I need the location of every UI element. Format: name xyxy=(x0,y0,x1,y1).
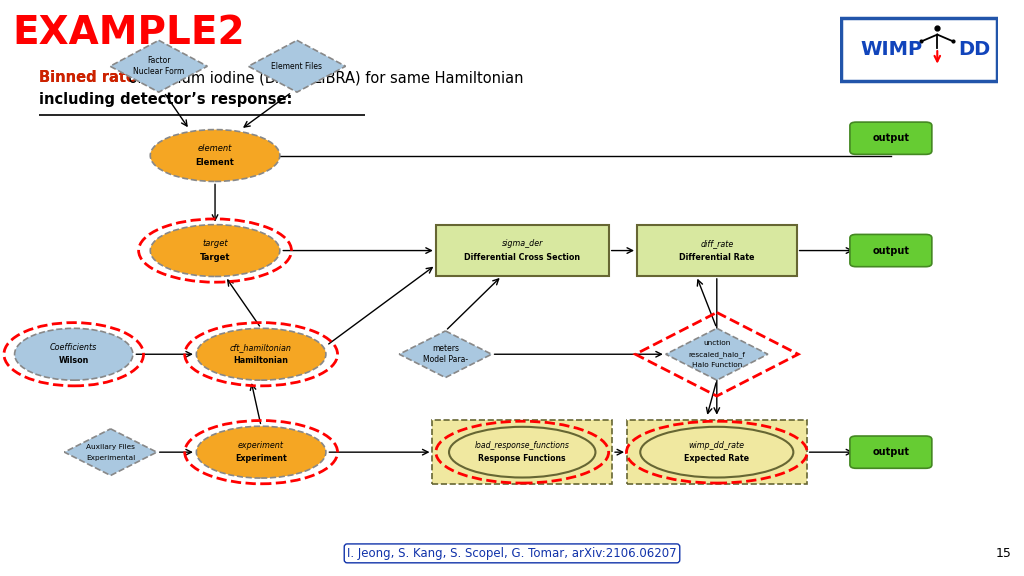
Polygon shape xyxy=(399,331,492,378)
Text: Element: Element xyxy=(196,158,234,166)
Text: including detector’s response:: including detector’s response: xyxy=(39,92,292,107)
Text: Nuclear Form: Nuclear Form xyxy=(133,67,184,76)
Text: Differential Rate: Differential Rate xyxy=(679,253,755,262)
Text: Factor: Factor xyxy=(147,56,170,65)
Text: diff_rate: diff_rate xyxy=(700,240,733,248)
Text: Experiment: Experiment xyxy=(236,454,287,463)
Text: cft_hamiltonian: cft_hamiltonian xyxy=(230,343,292,352)
Text: Halo Function: Halo Function xyxy=(691,362,742,368)
Ellipse shape xyxy=(197,328,326,380)
Text: EXAMPLE2: EXAMPLE2 xyxy=(12,14,245,52)
Text: wimp_dd_rate: wimp_dd_rate xyxy=(689,441,744,450)
FancyBboxPatch shape xyxy=(637,225,797,276)
Text: Binned rate: Binned rate xyxy=(39,70,136,85)
Text: Auxilary Files: Auxilary Files xyxy=(86,444,135,450)
Text: Response Functions: Response Functions xyxy=(478,454,566,463)
FancyBboxPatch shape xyxy=(850,234,932,267)
Text: rescaled_halo_f: rescaled_halo_f xyxy=(688,351,745,358)
FancyBboxPatch shape xyxy=(627,420,807,484)
Ellipse shape xyxy=(640,427,794,478)
FancyBboxPatch shape xyxy=(432,420,612,484)
Text: Element Files: Element Files xyxy=(271,62,323,71)
Text: Binned rate: Binned rate xyxy=(39,70,136,85)
Ellipse shape xyxy=(151,130,280,181)
Text: experiment: experiment xyxy=(239,441,284,450)
FancyBboxPatch shape xyxy=(850,122,932,154)
Text: DD: DD xyxy=(958,40,991,59)
Text: unction: unction xyxy=(703,340,730,346)
Text: Coefficients: Coefficients xyxy=(50,343,97,352)
Text: output: output xyxy=(872,447,909,457)
Text: Model Para-: Model Para- xyxy=(423,355,468,364)
Polygon shape xyxy=(248,40,345,92)
Text: meters: meters xyxy=(432,344,459,353)
Polygon shape xyxy=(111,40,207,92)
Text: 15: 15 xyxy=(995,547,1012,560)
Text: Expected Rate: Expected Rate xyxy=(684,454,750,463)
Text: target: target xyxy=(202,240,228,248)
Text: Target: Target xyxy=(200,253,230,262)
Text: I. Jeong, S. Kang, S. Scopel, G. Tomar, arXiv:2106.06207: I. Jeong, S. Kang, S. Scopel, G. Tomar, … xyxy=(347,547,677,560)
FancyBboxPatch shape xyxy=(436,225,608,276)
Text: sigma_der: sigma_der xyxy=(502,240,543,248)
Ellipse shape xyxy=(449,427,596,478)
Text: Differential Cross Section: Differential Cross Section xyxy=(464,253,581,262)
Text: Wilson: Wilson xyxy=(58,357,89,365)
Text: on sodium iodine (DAMA-LIBRA) for same Hamiltonian: on sodium iodine (DAMA-LIBRA) for same H… xyxy=(124,70,523,85)
Text: Hamiltonian: Hamiltonian xyxy=(233,357,289,365)
Text: load_response_functions: load_response_functions xyxy=(475,441,569,450)
Ellipse shape xyxy=(14,328,133,380)
Text: WIMP: WIMP xyxy=(860,40,923,59)
FancyBboxPatch shape xyxy=(842,18,996,81)
Text: element: element xyxy=(198,145,232,153)
Polygon shape xyxy=(65,429,157,476)
Polygon shape xyxy=(666,328,768,380)
Text: output: output xyxy=(872,245,909,256)
Text: output: output xyxy=(872,133,909,143)
Ellipse shape xyxy=(197,426,326,478)
FancyBboxPatch shape xyxy=(850,436,932,468)
Ellipse shape xyxy=(151,225,280,276)
Text: Experimental: Experimental xyxy=(86,454,135,461)
